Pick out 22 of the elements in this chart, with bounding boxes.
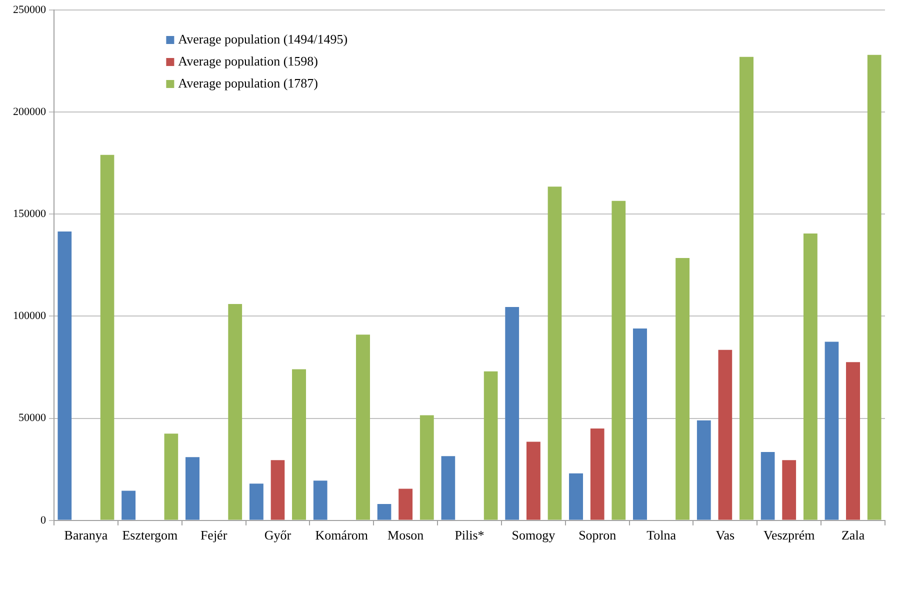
x-tick-label: Moson [388,528,424,543]
y-tick-label: 100000 [13,310,46,322]
y-tick-label: 50000 [18,412,46,424]
x-tick-label: Somogy [512,528,556,543]
y-tick-label: 0 [40,514,46,526]
y-tick-label: 250000 [13,4,46,16]
x-tick-label: Pilis* [454,528,484,543]
x-tick-label: Vas [716,528,735,543]
legend-label: Average population (1494/1495) [178,31,348,46]
x-tick-label: Zala [841,528,865,543]
x-tick-label: Sopron [578,528,617,543]
y-tick-label: 150000 [13,208,46,220]
x-tick-label: Komárom [315,528,368,543]
legend-label: Average population (1787) [178,75,318,90]
x-tick-label: Győr [264,528,292,543]
x-tick-label: Baranya [64,528,108,543]
x-tick-label: Fejér [200,528,228,543]
x-tick-label: Tolna [646,528,676,543]
x-tick-label: Esztergom [122,528,178,543]
y-tick-label: 200000 [13,106,46,118]
x-tick-label: Veszprém [763,528,815,543]
legend-label: Average population (1598) [178,53,318,68]
